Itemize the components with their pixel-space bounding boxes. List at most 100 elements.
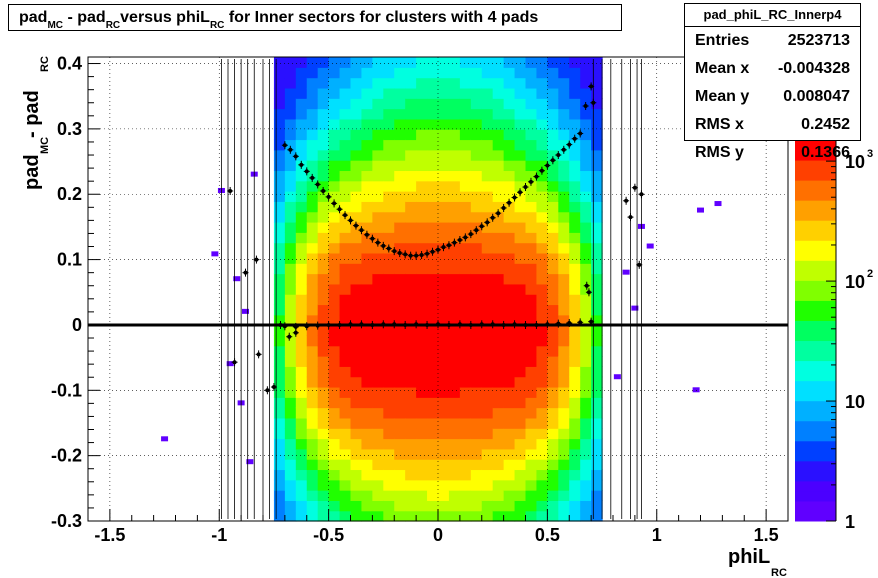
heatmap-cell xyxy=(525,180,538,192)
heatmap-cell xyxy=(525,356,538,367)
profile-upper-point xyxy=(479,224,484,229)
heatmap-cell xyxy=(492,438,505,450)
heatmap-cell xyxy=(525,386,538,398)
profile-upper-point xyxy=(578,131,583,136)
heatmap-cell xyxy=(328,242,341,254)
heatmap-cell xyxy=(306,314,319,326)
heatmap-cell xyxy=(580,325,592,336)
heatmap-cell xyxy=(361,98,373,110)
outlier-point xyxy=(624,198,629,203)
heatmap-cell xyxy=(438,510,450,522)
heatmap-cell xyxy=(492,407,505,419)
heatmap-cell xyxy=(350,77,363,89)
heatmap-cell xyxy=(558,232,570,244)
heatmap-cell xyxy=(536,201,548,213)
heatmap-cell xyxy=(350,201,363,213)
heatmap-cell xyxy=(427,77,439,89)
heatmap-cell xyxy=(361,479,373,491)
heatmap-cell xyxy=(339,335,352,347)
profile-lower-point xyxy=(490,322,495,327)
heatmap-cell xyxy=(591,469,603,481)
heatmap-cell xyxy=(580,428,592,440)
colorbar-segment xyxy=(795,140,836,151)
heatmap-cell xyxy=(514,345,527,357)
heatmap-cell xyxy=(317,221,330,233)
heatmap-cell xyxy=(273,459,286,471)
heatmap-cell xyxy=(273,211,286,223)
heatmap-cell xyxy=(295,242,308,254)
heatmap-cell xyxy=(394,469,406,481)
heatmap-cell xyxy=(394,232,406,244)
heatmap-cell xyxy=(306,118,319,130)
heatmap-cell xyxy=(427,438,439,450)
heatmap-cell xyxy=(591,263,603,275)
heatmap-cell xyxy=(339,191,352,202)
heatmap-cell xyxy=(569,448,581,460)
heatmap-cell xyxy=(328,314,341,326)
heatmap-cell xyxy=(580,242,592,254)
heatmap-cell xyxy=(459,67,472,79)
heatmap-cell xyxy=(525,283,538,295)
heatmap-cell xyxy=(405,211,417,223)
heatmap-cell xyxy=(580,469,592,481)
heatmap-cell xyxy=(416,118,428,130)
heatmap-cell xyxy=(481,118,494,130)
heatmap-cell xyxy=(558,428,570,440)
heatmap-cell xyxy=(438,98,450,110)
heatmap-cell xyxy=(481,438,494,450)
heatmap-cell xyxy=(569,221,581,233)
colorbar-segment xyxy=(795,330,836,342)
heatmap-cell xyxy=(284,438,297,450)
heatmap-cell xyxy=(427,232,439,244)
heatmap-cell xyxy=(514,459,527,471)
heatmap-cell xyxy=(295,201,308,213)
heatmap-cell xyxy=(536,407,548,419)
heatmap-cell xyxy=(470,108,483,120)
heatmap-cell xyxy=(361,356,373,367)
heatmap-cell xyxy=(448,490,461,501)
colorbar-segment xyxy=(795,490,836,502)
heatmap-cell xyxy=(383,314,395,326)
profile-upper-point xyxy=(452,240,457,245)
colorbar-segment xyxy=(795,400,836,412)
heatmap-cell xyxy=(328,77,341,89)
heatmap-cell xyxy=(470,129,483,141)
heatmap-cell xyxy=(591,283,603,295)
heatmap-cell xyxy=(273,325,286,336)
heatmap-cell xyxy=(306,356,319,367)
heatmap-cell xyxy=(503,386,516,398)
profile-upper-point xyxy=(490,215,495,220)
profile-lower-point xyxy=(370,322,375,327)
heatmap-cell xyxy=(438,386,450,398)
heatmap-cell xyxy=(536,397,548,409)
heatmap-cell xyxy=(372,469,384,481)
heatmap-cell xyxy=(459,335,472,347)
heatmap-cell xyxy=(295,376,308,388)
heatmap-cell xyxy=(350,510,363,522)
heatmap-cell xyxy=(328,366,341,378)
heatmap-cell xyxy=(569,376,581,388)
profile-lower-point xyxy=(414,322,419,327)
heatmap-cell xyxy=(350,273,363,285)
heatmap-cell xyxy=(350,129,363,141)
heatmap-cell xyxy=(427,273,439,285)
outlier-point xyxy=(265,388,270,393)
heatmap-cell xyxy=(448,510,461,522)
heatmap-cell xyxy=(339,345,352,357)
heatmap-cell xyxy=(295,180,308,192)
heatmap-cell xyxy=(394,335,406,347)
heatmap-cell xyxy=(569,314,581,326)
heatmap-cell xyxy=(295,191,308,202)
heatmap-cell xyxy=(383,108,395,120)
heatmap-cell xyxy=(405,490,417,501)
heatmap-cell xyxy=(317,335,330,347)
outlier-point xyxy=(591,100,596,105)
heatmap-cell xyxy=(416,459,428,471)
heatmap-cell xyxy=(459,490,472,501)
heatmap-cell xyxy=(394,273,406,285)
profile-lower-point xyxy=(567,320,572,325)
heatmap-cell xyxy=(591,98,603,110)
heatmap-cell xyxy=(361,139,373,151)
heatmap-cell xyxy=(317,500,330,512)
heatmap-cell xyxy=(328,325,341,336)
